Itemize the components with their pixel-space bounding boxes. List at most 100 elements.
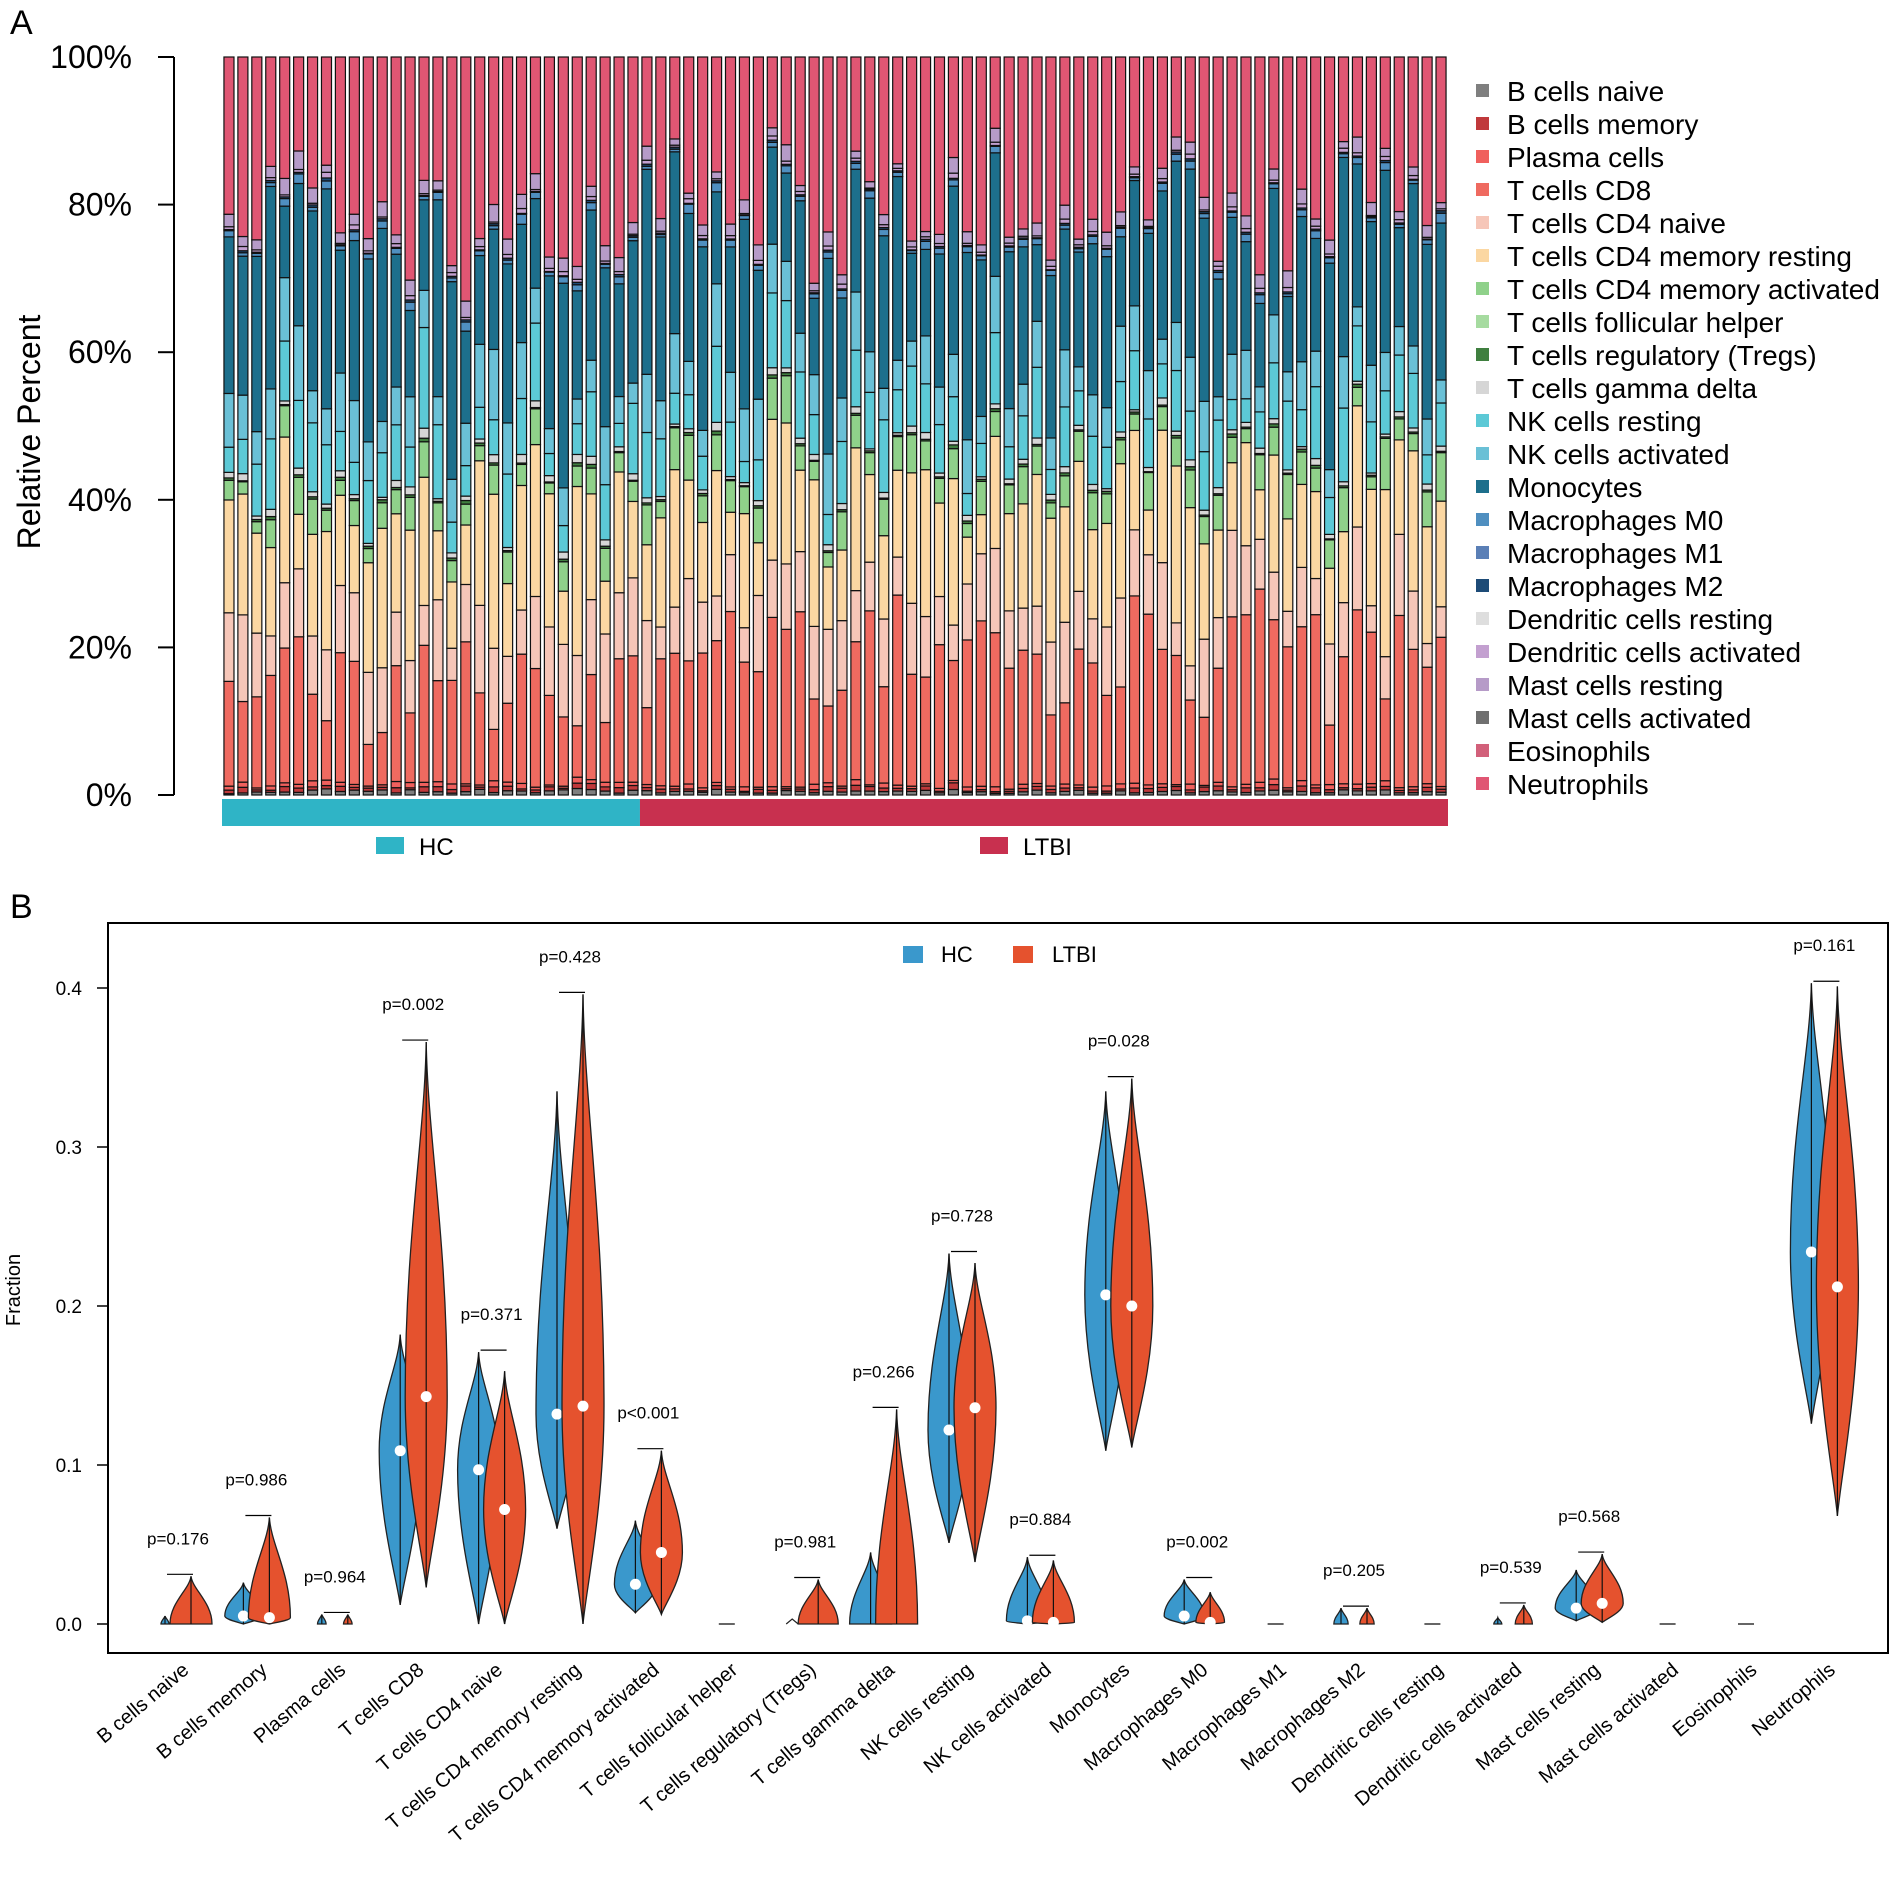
panel-a-bar-segment <box>780 144 792 162</box>
panel-a-bar-segment <box>1240 421 1252 428</box>
panel-a-bar-segment <box>836 297 848 399</box>
panel-a-bar-segment <box>557 487 569 527</box>
panel-a-bar-segment <box>1268 362 1280 420</box>
panel-a-bar-segment <box>1017 56 1029 230</box>
panel-a-bar-segment <box>627 789 639 796</box>
panel-a-bar-segment <box>683 479 695 580</box>
panel-b-violin-ltbi-median <box>655 1546 667 1558</box>
panel-a-bar-segment <box>1170 136 1182 151</box>
panel-a-bar-segment <box>1073 590 1085 650</box>
panel-a-bar-segment <box>306 422 319 493</box>
panel-a-bar-segment <box>404 789 416 796</box>
panel-a-bar-segment <box>1240 441 1252 547</box>
panel-a-bar-segment <box>418 786 430 793</box>
panel-a-bar-segment <box>223 392 235 448</box>
panel-a-bar-segment <box>780 563 792 630</box>
panel-a-bar-segment <box>961 522 973 538</box>
panel-a-bar-segment <box>989 435 1001 550</box>
panel-a-bar-segment <box>488 348 500 421</box>
panel-a-bar-segment <box>1142 418 1155 469</box>
panel-a-bar-segment <box>989 403 1001 410</box>
panel-a-bar-segment <box>808 414 820 456</box>
panel-a-bar-segment <box>1045 641 1057 716</box>
panel-a-bar-segment <box>1003 407 1015 448</box>
panel-a-bar-segment <box>850 291 862 351</box>
panel-a-bar-segment <box>850 784 862 792</box>
panel-a-bar-segment <box>975 244 987 253</box>
panel-a-bar-segment <box>1087 483 1099 491</box>
panel-a-bar-segment <box>446 521 458 554</box>
panel-a-bar-segment <box>446 783 458 791</box>
panel-a-bar-segment <box>1128 413 1141 432</box>
panel-a-bar-segment <box>293 182 305 327</box>
panel-a-bar-segment <box>1031 653 1043 785</box>
panel-a-bar-segment <box>738 661 751 788</box>
panel-a-bar-segment <box>975 620 987 787</box>
panel-a-bar-segment <box>474 56 486 240</box>
panel-a-bar-segment <box>488 454 500 464</box>
panel-a-bar-segment <box>1184 783 1196 791</box>
panel-a-bar-segment <box>808 56 820 284</box>
panel-a-bar-segment <box>1296 56 1308 190</box>
panel-a-bar-segment <box>1254 386 1266 413</box>
panel-a-bar-segment <box>975 480 987 516</box>
panel-a-bar-segment <box>724 421 737 478</box>
panel-a-bar-segment <box>1101 231 1113 247</box>
panel-a-bar-segment <box>808 297 820 376</box>
panel-a-y-tick-label: 40% <box>68 482 132 518</box>
panel-a-bar-segment <box>446 679 458 785</box>
panel-a-bar-segment <box>1296 215 1308 363</box>
panel-a-bar-segment <box>669 138 681 146</box>
panel-a-bar-segment <box>1142 466 1155 473</box>
panel-a-bar-segment <box>1268 168 1280 181</box>
panel-a-bar-segment <box>697 455 709 491</box>
panel-a-bar-segment <box>1268 418 1280 425</box>
panel-a-bar-segment <box>571 776 583 784</box>
panel-a-bar-segment <box>1310 386 1322 460</box>
panel-a-bar-segment <box>1282 56 1294 272</box>
panel-a-bar-segment <box>1379 789 1391 796</box>
panel-a-bar-segment <box>794 469 806 553</box>
panel-a-bar-segment <box>738 199 751 215</box>
panel-a-bar-segment <box>710 434 723 472</box>
panel-a-bar-segment <box>1017 228 1029 237</box>
panel-a-bar-segment <box>1101 694 1113 787</box>
panel-a-bar-segment <box>1310 237 1322 352</box>
panel-a-bar-segment <box>1184 56 1196 143</box>
panel-a-bar-segment <box>710 56 723 173</box>
panel-a-bar-segment <box>515 609 528 655</box>
panel-a-bar-segment <box>1226 211 1238 218</box>
panel-a-legend-swatch <box>1476 645 1489 658</box>
panel-a-bar-segment <box>1254 447 1266 455</box>
panel-a-bar-segment <box>655 217 667 232</box>
panel-a-bar-segment <box>599 539 611 547</box>
panel-a-bar-segment <box>738 786 751 792</box>
panel-a-bar-segment <box>878 782 890 789</box>
panel-a-bar-segment <box>836 620 848 691</box>
panel-a-bar-segment <box>1031 437 1043 446</box>
panel-a-bar-segment <box>1017 383 1029 417</box>
panel-a-bar-segment <box>738 512 751 629</box>
panel-a-bar-segment <box>655 500 667 519</box>
panel-a-bar-segment <box>460 422 472 467</box>
panel-a-bar-segment <box>697 429 709 457</box>
panel-a-legend-label: T cells CD4 memory resting <box>1507 241 1852 272</box>
panel-a-bar-segment <box>1268 56 1280 170</box>
panel-a-bar-segment <box>1212 56 1224 262</box>
panel-a-bar-segment <box>1240 787 1252 794</box>
panel-b-violin-ltbi-median <box>263 1612 275 1624</box>
panel-a-bar-segment <box>1407 590 1419 650</box>
panel-a-bar-segment <box>404 446 416 488</box>
panel-a-bar-segment <box>1017 246 1029 385</box>
panel-a-bar-segment <box>919 56 932 233</box>
panel-a-bar-segment <box>933 502 946 598</box>
panel-a-bar-segment <box>850 349 862 408</box>
panel-a-bar-segment <box>1226 462 1238 531</box>
panel-a-bar-segment <box>808 460 820 481</box>
panel-a-bar-segment <box>1323 724 1336 786</box>
panel-a-legend-label: B cells memory <box>1507 109 1698 140</box>
panel-a-legend-swatch <box>1476 183 1489 196</box>
panel-a-bar-segment <box>1337 487 1350 533</box>
panel-a-legend-swatch <box>1476 315 1489 328</box>
panel-a-bar-segment <box>404 712 416 784</box>
